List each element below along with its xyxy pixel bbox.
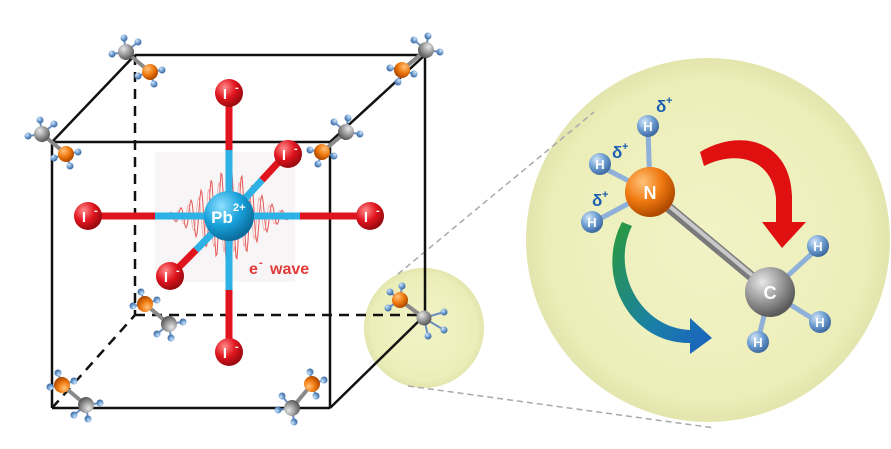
methylammonium-cation-icon: [275, 369, 328, 426]
iodide-label: I: [82, 209, 86, 226]
iodide-charge: -: [235, 82, 239, 94]
hydrogen-label: H: [587, 215, 596, 230]
iodide-ion-icon: I -: [356, 202, 384, 230]
iodide-charge: -: [94, 205, 98, 217]
methylammonium-cation-icon: [47, 370, 104, 423]
delta-symbol: δ: [592, 191, 602, 210]
iodide-ion-icon: I -: [215, 79, 243, 107]
delta-symbol: δ: [612, 143, 622, 162]
iodide-label: I: [364, 209, 368, 226]
nitrogen-label: N: [644, 183, 657, 203]
iodide-label: I: [282, 147, 286, 164]
lead-ion-icon: Pb 2+: [204, 191, 254, 241]
delta-symbol: δ: [656, 97, 666, 116]
iodide-ion-icon: I -: [156, 262, 184, 290]
iodide-ion-icon: I -: [274, 140, 302, 168]
lead-charge: 2+: [233, 202, 246, 214]
delta-plus-sign: +: [666, 95, 672, 107]
hydrogen-label: H: [753, 335, 762, 350]
methylammonium-cation-icon: [109, 35, 166, 88]
methylammonium-cation-icon: [387, 33, 444, 86]
wave-word: wave: [269, 261, 309, 278]
iodide-charge: -: [235, 341, 239, 353]
delta-plus-sign: +: [602, 189, 608, 201]
wave-e: e: [249, 261, 258, 278]
iodide-label: I: [223, 345, 227, 362]
iodide-label: I: [164, 269, 168, 286]
carbon-label: C: [764, 283, 777, 303]
iodide-charge: -: [376, 205, 380, 217]
hydrogen-label: H: [595, 157, 604, 172]
lead-label: Pb: [211, 208, 233, 227]
hydrogen-label: H: [815, 315, 824, 330]
iodide-charge: -: [294, 143, 298, 155]
hydrogen-label: H: [813, 239, 822, 254]
wave-minus: -: [259, 257, 263, 269]
hydrogen-label: H: [643, 119, 652, 134]
delta-plus-sign: +: [622, 141, 628, 153]
iodide-ion-icon: I -: [215, 338, 243, 366]
iodide-ion-icon: I -: [74, 202, 102, 230]
iodide-charge: -: [176, 265, 180, 277]
iodide-label: I: [223, 86, 227, 103]
